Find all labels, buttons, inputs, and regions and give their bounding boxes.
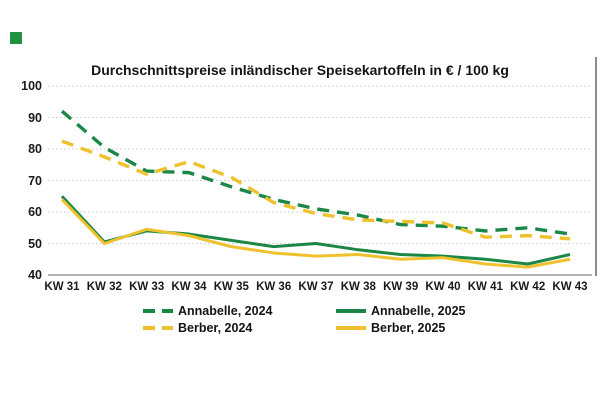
y-tick-label: 50 [28,236,42,251]
legend-label: Berber, 2025 [371,321,446,335]
x-tick-label: KW 43 [552,281,588,293]
series-line-annabelle-2024 [60,109,571,236]
legend-label: Berber, 2024 [178,321,253,335]
legend-label: Annabelle, 2025 [371,304,466,318]
x-tick-label: KW 39 [383,281,419,293]
x-tick-label: KW 38 [340,281,376,293]
series-line-annabelle-2025 [60,195,571,266]
legend-label: Annabelle, 2024 [178,304,273,318]
legend-swatch-solid [336,326,366,330]
x-tick-label: KW 40 [425,281,461,293]
x-tick-label: KW 35 [213,281,249,293]
x-tick-label: KW 34 [171,281,207,293]
y-tick-label: 80 [28,142,42,156]
y-tick-label: 60 [28,205,42,219]
y-tick-label: 70 [28,173,42,188]
legend-item: Berber, 2024 [143,321,336,335]
chart-title: Durchschnittspreise inländischer Speisek… [91,62,509,78]
x-tick-label: KW 36 [256,281,292,293]
legend-item: Annabelle, 2024 [143,304,336,318]
x-tick-label: KW 37 [298,281,334,293]
legend-swatch-dashed [143,326,173,330]
y-tick-label: 100 [21,79,42,93]
x-tick-label: KW 41 [467,281,503,293]
x-tick-label: KW 32 [86,281,122,293]
legend-item: Annabelle, 2025 [336,304,466,318]
legend-item: Berber, 2025 [336,321,466,335]
series-line-berber-2024 [61,139,571,241]
x-tick-label: KW 33 [129,281,165,293]
y-tick-label: 40 [28,268,42,282]
series-line-berber-2025 [60,198,571,269]
brand-square [10,32,22,44]
x-tick-label: KW 31 [44,281,80,293]
y-tick-label: 90 [28,110,42,125]
legend: Annabelle, 2024 Annabelle, 2025 Berber, 20… [143,304,466,335]
legend-swatch-solid [336,309,366,313]
legend-swatch-dashed [143,309,173,313]
x-tick-label: KW 42 [510,281,546,293]
